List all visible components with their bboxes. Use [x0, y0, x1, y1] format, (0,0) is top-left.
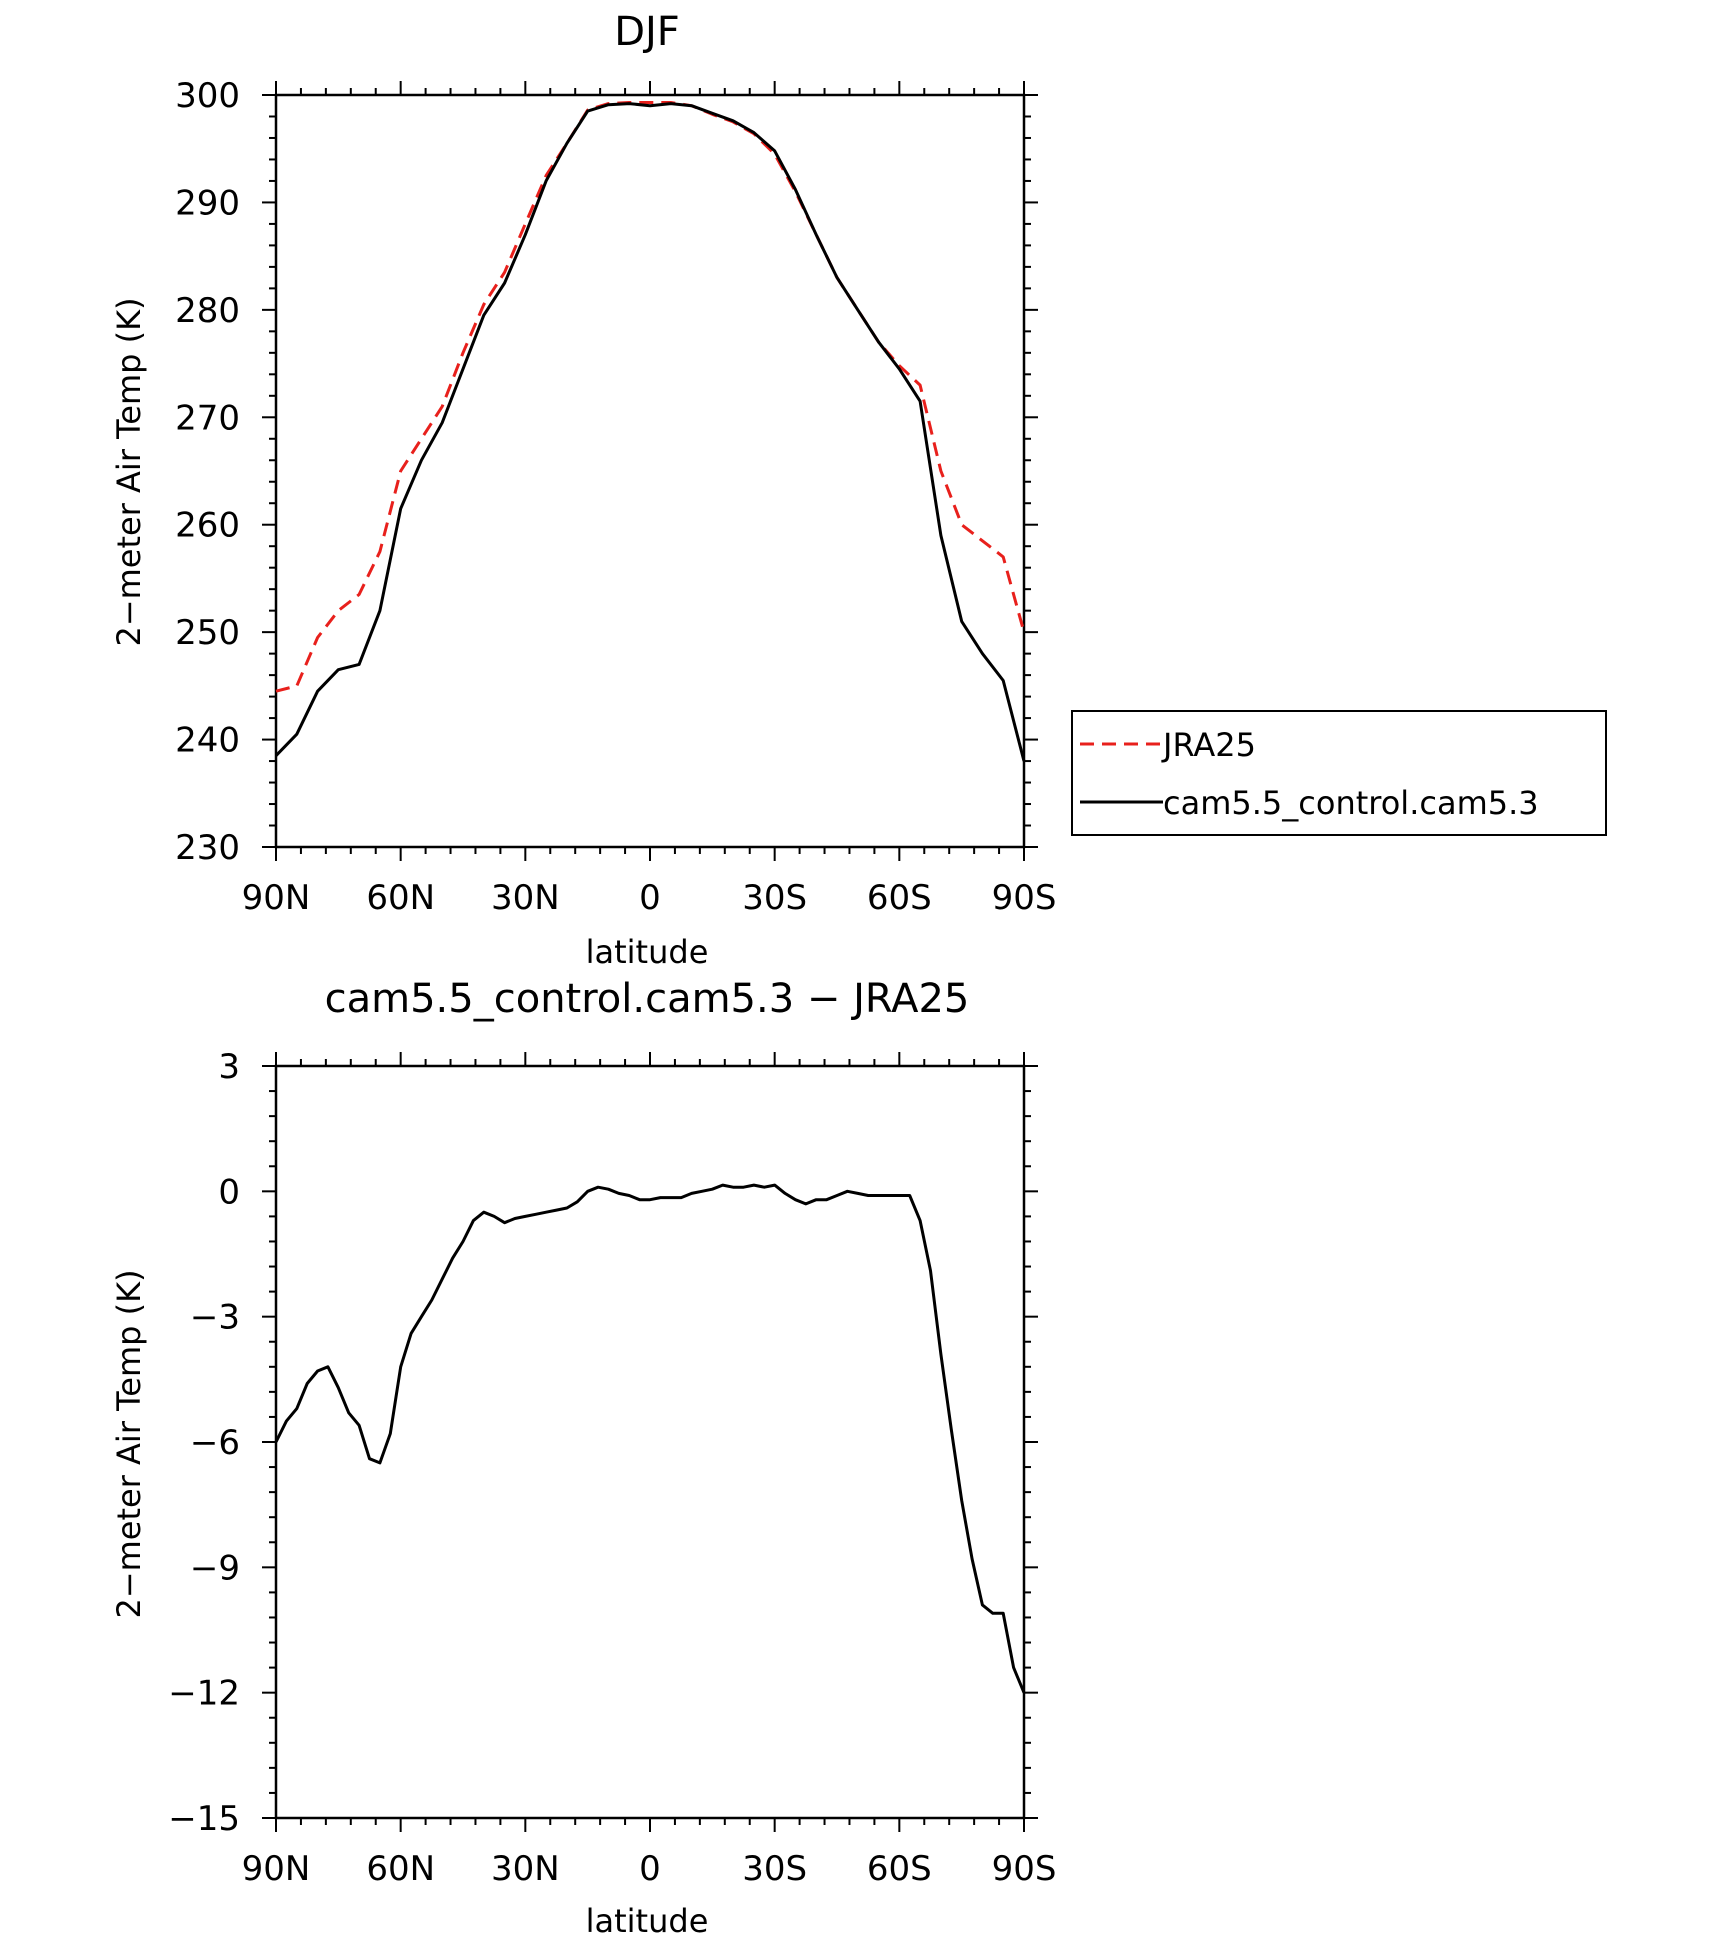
- y-tick-label: 280: [175, 291, 240, 331]
- y-tick-label: 290: [175, 183, 240, 223]
- chart-title: cam5.5_control.cam5.3 − JRA25: [325, 976, 970, 1022]
- legend-box: [1071, 710, 1607, 836]
- y-tick-label: 250: [175, 613, 240, 653]
- legend: JRA25 cam5.5_control.cam5.3: [1071, 710, 1607, 836]
- chart-title: DJF: [614, 9, 680, 55]
- y-tick-label: 240: [175, 721, 240, 761]
- y-tick-label: 230: [175, 828, 240, 868]
- x-tick-label: 60N: [366, 878, 435, 918]
- y-tick-label: −12: [168, 1674, 240, 1714]
- x-tick-label: 0: [639, 1849, 661, 1889]
- series-group: [274, 101, 1026, 762]
- tick-group: 90N 60N 30N 0 30S 60S 90S 230 240 250 260 270 280 290…: [175, 76, 1056, 918]
- y-tick-label: 260: [175, 506, 240, 546]
- legend-label-jra25: JRA25: [1161, 726, 1256, 764]
- x-axis-title: latitude: [586, 933, 709, 971]
- y-tick-label: −15: [168, 1799, 240, 1839]
- x-tick-label: 90N: [242, 878, 311, 918]
- x-tick-label: 60S: [867, 1849, 932, 1889]
- y-tick-label: 300: [175, 76, 240, 116]
- x-tick-label: 0: [639, 878, 661, 918]
- tick-group: 90N 60N 30N 0 30S 60S 90S −15 −12 −9 −6 −3 0 3: [168, 1047, 1056, 1889]
- x-tick-label: 60N: [366, 1849, 435, 1889]
- x-tick-label: 90N: [242, 1849, 311, 1889]
- y-axis-title: 2−meter Air Temp (K): [110, 1269, 148, 1618]
- chart-top: DJF latitude 2−meter Air Temp (K) 90N 60N…: [110, 9, 1056, 971]
- y-tick-label: −9: [190, 1548, 240, 1588]
- y-tick-label: −3: [190, 1298, 240, 1338]
- x-tick-label: 90S: [992, 1849, 1057, 1889]
- x-tick-label: 90S: [992, 878, 1057, 918]
- x-tick-label: 30S: [742, 878, 807, 918]
- series-group: [274, 1183, 1026, 1694]
- series-line-1: [274, 1183, 1026, 1694]
- y-tick-label: 3: [218, 1047, 240, 1087]
- y-tick-label: 0: [218, 1172, 240, 1212]
- y-tick-label: 270: [175, 398, 240, 438]
- plot-frame: [274, 93, 1026, 849]
- legend-label-cam: cam5.5_control.cam5.3: [1163, 784, 1539, 822]
- series-line-1: [275, 101, 1026, 693]
- x-tick-label: 30N: [491, 1849, 560, 1889]
- x-tick-label: 30N: [491, 878, 560, 918]
- y-axis-title: 2−meter Air Temp (K): [110, 297, 148, 646]
- x-tick-label: 60S: [867, 878, 932, 918]
- chart-bottom: cam5.5_control.cam5.3 − JRA25 latitude 2…: [110, 976, 1056, 1939]
- x-tick-label: 30S: [742, 1849, 807, 1889]
- x-axis-title: latitude: [586, 1902, 709, 1939]
- y-tick-label: −6: [190, 1423, 240, 1463]
- series-line-2: [274, 102, 1026, 762]
